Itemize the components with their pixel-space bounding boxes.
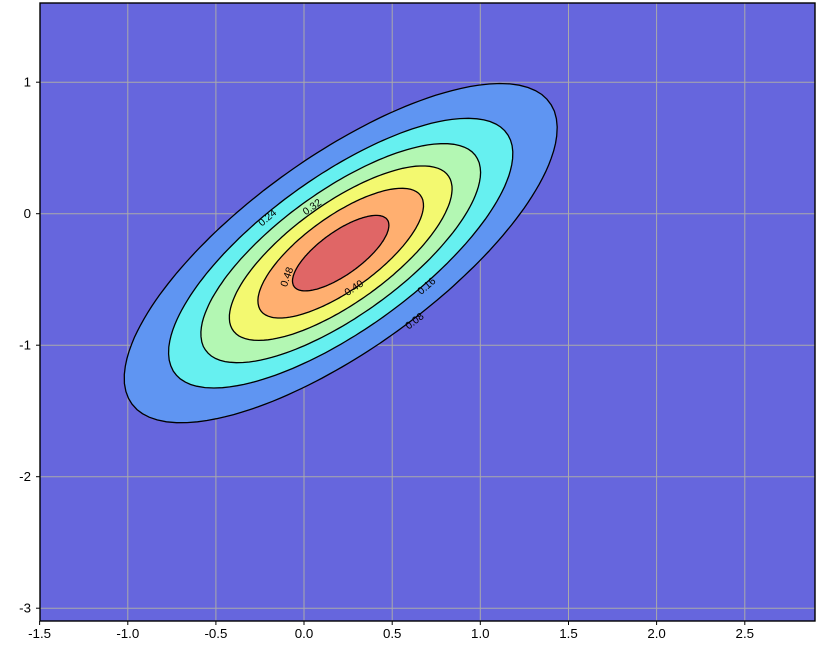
svg-text:-3: -3: [19, 601, 31, 616]
svg-text:2.5: 2.5: [736, 626, 755, 641]
svg-text:-1.0: -1.0: [116, 626, 139, 641]
svg-text:-1.5: -1.5: [28, 626, 51, 641]
svg-text:0.5: 0.5: [383, 626, 402, 641]
svg-text:-2: -2: [19, 469, 31, 484]
svg-text:-1: -1: [19, 338, 31, 353]
svg-text:0.0: 0.0: [295, 626, 314, 641]
svg-text:1.5: 1.5: [559, 626, 578, 641]
svg-text:0: 0: [24, 206, 31, 221]
svg-text:1: 1: [24, 75, 31, 90]
svg-text:1.0: 1.0: [471, 626, 490, 641]
svg-text:-0.5: -0.5: [204, 626, 227, 641]
svg-text:2.0: 2.0: [647, 626, 666, 641]
